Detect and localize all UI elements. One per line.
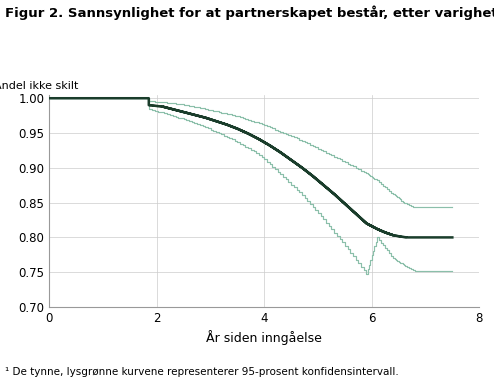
X-axis label: År siden inngåelse: År siden inngåelse: [206, 330, 322, 345]
Text: Figur 2. Sannsynlighet for at partnerskapet består, etter varighet¹: Figur 2. Sannsynlighet for at partnerska…: [5, 6, 494, 20]
Text: ¹ De tynne, lysgrønne kurvene representerer 95-prosent konfidensintervall.: ¹ De tynne, lysgrønne kurvene represente…: [5, 367, 399, 377]
Text: Andel ikke skilt: Andel ikke skilt: [0, 80, 78, 91]
